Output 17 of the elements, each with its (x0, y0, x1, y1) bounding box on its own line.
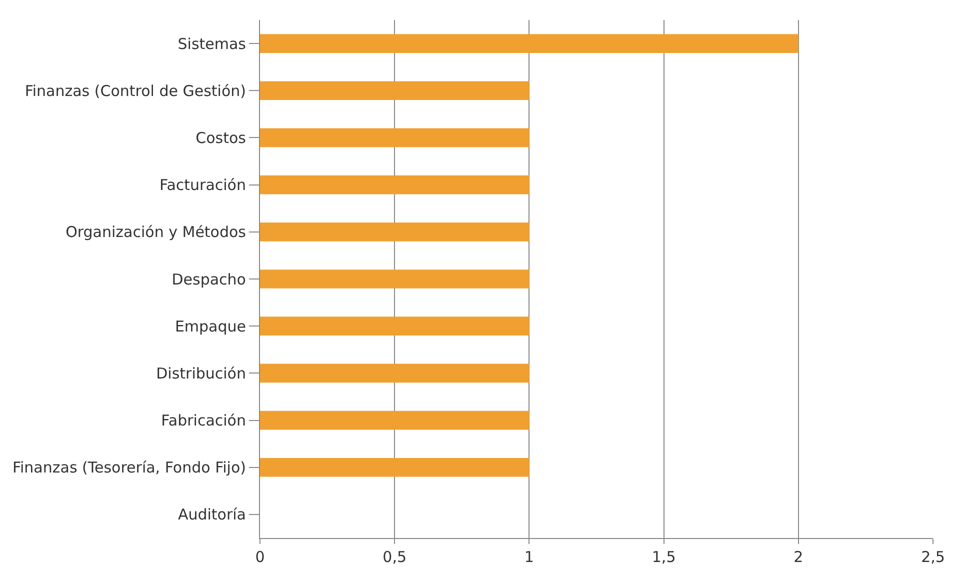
y-tick-label: Finanzas (Tesorería, Fondo Fijo) (12, 458, 246, 477)
y-tick-label: Distribución (156, 364, 246, 382)
x-tick-label: 1,5 (652, 548, 676, 566)
y-tick-label: Fabricación (161, 412, 246, 430)
y-tick-label: Costos (196, 128, 246, 147)
y-tick-label: Facturación (159, 176, 246, 194)
y-tick-label: Organización y Métodos (66, 223, 246, 242)
x-tick-label: 0,5 (382, 548, 407, 566)
y-tick-label: Finanzas (Control de Gestión) (24, 82, 246, 100)
x-tick-label: 1 (524, 548, 534, 566)
y-tick-label: Auditoría (178, 506, 246, 524)
x-tick-label: 0 (255, 548, 265, 566)
y-tick-label: Sistemas (178, 34, 246, 53)
x-tick-label: 2 (794, 548, 804, 566)
x-tick-label: 2,5 (921, 548, 945, 566)
y-tick-label: Empaque (174, 317, 246, 336)
y-tick-label: Despacho (172, 270, 246, 288)
